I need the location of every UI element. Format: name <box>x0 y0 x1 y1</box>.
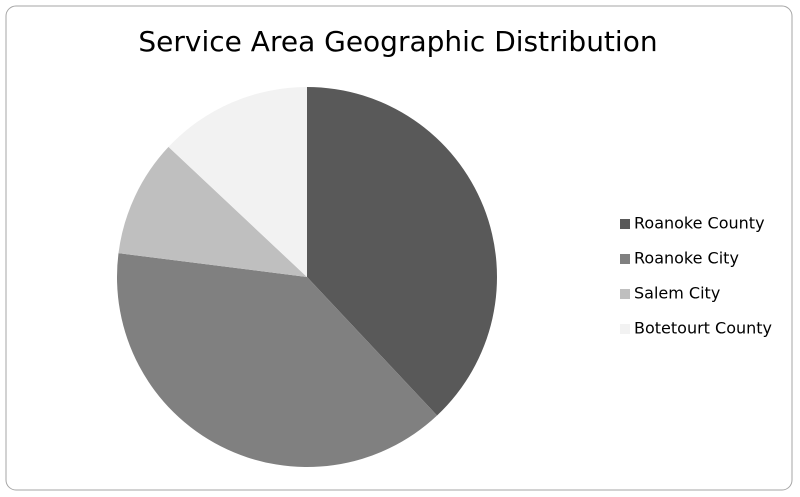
legend-swatch <box>620 289 630 299</box>
pie-slice <box>168 87 307 277</box>
legend-label: Salem City <box>634 284 720 303</box>
legend-swatch <box>620 254 630 264</box>
pie-slice <box>307 87 498 416</box>
legend-swatch <box>620 219 630 229</box>
legend-label: Roanoke County <box>634 214 765 233</box>
legend-label: Roanoke City <box>634 249 739 268</box>
pie-slice <box>117 253 438 468</box>
legend-label: Botetourt County <box>634 319 772 338</box>
pie-slice <box>118 146 308 277</box>
chart-title: Service Area Geographic Distribution <box>138 25 657 58</box>
legend-swatch <box>620 324 630 334</box>
